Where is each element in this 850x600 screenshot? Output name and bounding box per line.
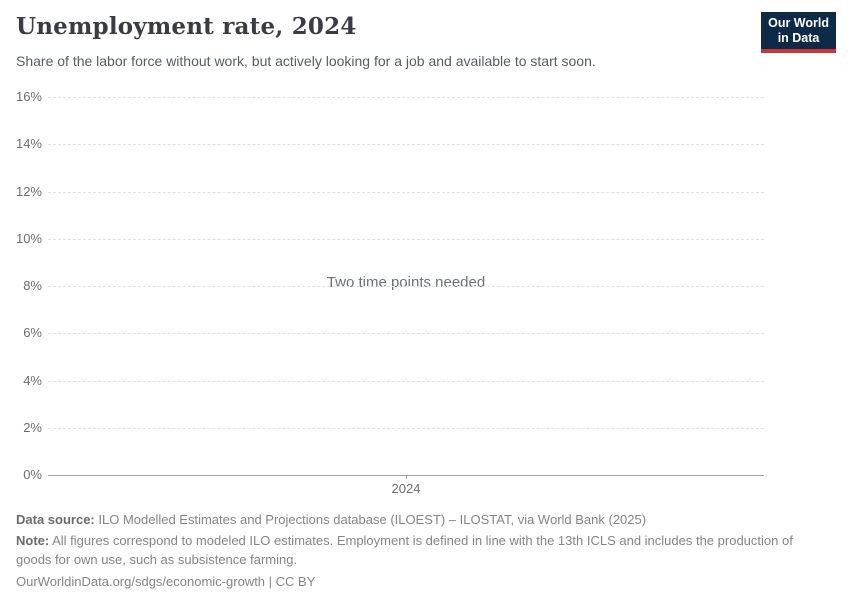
y-axis: 16% 14% 12% 10% 8% 6% 4% 2% 0%: [0, 89, 42, 482]
y-axis-tick-label: 12%: [15, 183, 42, 199]
y-axis-tick-label: 8%: [23, 278, 42, 293]
note-line: Note: All figures correspond to modeled …: [16, 532, 796, 569]
note-text: All figures correspond to modeled ILO es…: [16, 533, 793, 567]
citation-link[interactable]: OurWorldinData.org/sdgs/economic-growth …: [16, 574, 316, 589]
empty-state-message: Two time points needed: [326, 274, 486, 291]
data-source-label: Data source:: [16, 512, 95, 527]
chart-subtitle: Share of the labor force without work, b…: [16, 53, 596, 69]
data-source-text: ILO Modelled Estimates and Projections d…: [98, 512, 647, 527]
x-axis-line: [48, 475, 764, 476]
gridline: [48, 238, 764, 240]
y-axis-tick-label: 10%: [15, 230, 42, 246]
y-axis-tick-label: 14%: [15, 136, 42, 152]
y-axis-tick-label: 2%: [23, 419, 42, 435]
plot-area: Two time points needed 2024: [48, 97, 764, 496]
gridline: [48, 97, 764, 98]
owid-logo[interactable]: Our World in Data: [761, 12, 836, 53]
chart-footer: Data source: ILO Modelled Estimates and …: [16, 511, 796, 591]
owid-logo-line2: in Data: [777, 31, 820, 45]
y-axis-tick-label: 4%: [23, 372, 42, 388]
gridline: [48, 144, 764, 146]
x-axis-tick-label: 2024: [391, 481, 421, 496]
y-axis-tick-label: 0%: [23, 467, 42, 482]
gridline: [48, 333, 764, 335]
gridline: [48, 380, 764, 382]
y-axis-tick-label: 6%: [23, 325, 42, 341]
y-axis-tick-label: 16%: [15, 89, 42, 104]
note-label: Note:: [16, 533, 50, 548]
gridline: [48, 191, 764, 193]
x-axis-tick-mark: [405, 475, 407, 479]
gridline: [48, 427, 764, 429]
owid-logo-line1: Our World: [768, 16, 829, 30]
chart-title: Unemployment rate, 2024: [16, 13, 357, 40]
data-source-line: Data source: ILO Modelled Estimates and …: [16, 511, 796, 529]
gridline: [48, 286, 764, 287]
